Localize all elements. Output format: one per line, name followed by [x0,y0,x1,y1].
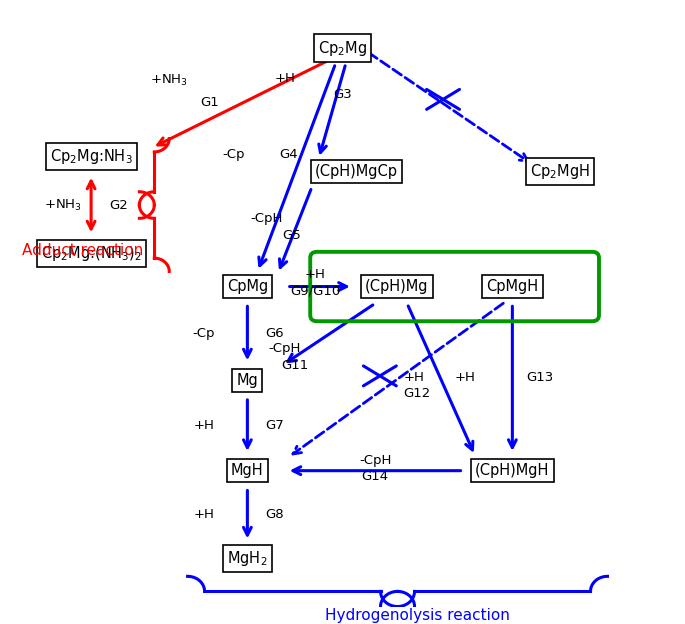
Text: Cp$_2$Mg:NH$_3$: Cp$_2$Mg:NH$_3$ [50,147,132,166]
Text: +H: +H [274,72,295,85]
Text: +H: +H [454,371,475,384]
Text: (CpH)Mg: (CpH)Mg [365,279,429,294]
Text: G7: G7 [265,419,284,432]
Text: G8: G8 [265,508,284,520]
Text: (CpH)MgCp: (CpH)MgCp [314,164,397,179]
Text: CpMgH: CpMgH [486,279,538,294]
Text: G13: G13 [526,371,553,384]
Text: Cp$_2$Mg:(NH$_3$)$_2$: Cp$_2$Mg:(NH$_3$)$_2$ [40,244,142,263]
Text: +H: +H [193,508,214,520]
Text: -CpH: -CpH [250,212,283,225]
Text: (CpH)MgH: (CpH)MgH [475,463,549,478]
Text: +H: +H [193,419,214,432]
Text: -CpH: -CpH [359,454,391,467]
Text: G11: G11 [282,359,308,371]
Text: G2: G2 [109,198,127,212]
Text: CpMg: CpMg [227,279,268,294]
Text: +NH$_3$: +NH$_3$ [44,197,82,213]
Text: G4: G4 [279,149,297,162]
Text: G5: G5 [282,230,301,242]
Text: Cp$_2$MgH: Cp$_2$MgH [530,162,590,182]
Text: +H: +H [305,268,326,281]
Text: MgH$_2$: MgH$_2$ [227,548,268,568]
Text: Cp$_2$Mg: Cp$_2$Mg [318,39,367,57]
Text: G1: G1 [201,96,219,109]
Text: +NH$_3$: +NH$_3$ [151,72,188,87]
Text: -CpH: -CpH [269,341,301,354]
Text: G6: G6 [265,326,284,339]
Text: -Cp: -Cp [223,149,245,162]
Text: +H: +H [403,371,424,384]
Text: G3: G3 [333,88,352,101]
Text: MgH: MgH [231,463,264,478]
Text: G14: G14 [362,470,388,483]
Text: -Cp: -Cp [192,326,215,339]
Text: G12: G12 [403,388,431,401]
Text: Adduct reaction: Adduct reaction [23,243,144,258]
Text: Hydrogenolysis reaction: Hydrogenolysis reaction [325,608,510,623]
Text: Mg: Mg [236,373,258,388]
Text: G9/G10: G9/G10 [290,285,340,298]
